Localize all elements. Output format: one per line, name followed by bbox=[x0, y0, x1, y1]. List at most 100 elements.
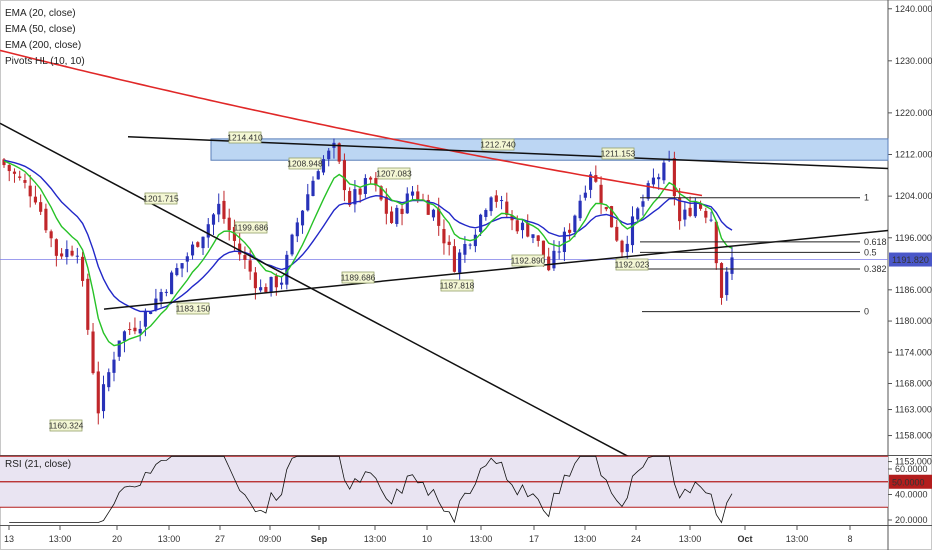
pivot-label: 1192.890 bbox=[511, 254, 546, 267]
legend-ema50[interactable]: EMA (50, close) bbox=[5, 24, 76, 35]
candle-body bbox=[342, 160, 347, 191]
price-tick-label: 1196.000 bbox=[895, 233, 932, 243]
candle-body bbox=[259, 287, 263, 291]
pivot-box bbox=[176, 302, 210, 315]
pivot-box bbox=[440, 279, 474, 292]
candle-body bbox=[96, 371, 100, 414]
time-tick-label: 13:00 bbox=[679, 534, 702, 544]
candle-body bbox=[552, 250, 556, 269]
pivot-label: 1212.740 bbox=[480, 138, 516, 151]
candle-body bbox=[327, 150, 331, 160]
pivot-label: 1208.948 bbox=[287, 157, 323, 170]
candle-body bbox=[211, 214, 216, 225]
candle-body bbox=[499, 200, 504, 202]
price-badge-box bbox=[889, 252, 932, 267]
candle-body bbox=[149, 311, 153, 314]
price-tick-label: 1158.000 bbox=[895, 431, 932, 441]
candle-body bbox=[238, 243, 242, 255]
candle-body bbox=[520, 222, 525, 231]
candle-body bbox=[484, 210, 488, 217]
indicator-legend: EMA (20, close) EMA (50, close) EMA (200… bbox=[5, 6, 85, 70]
pivot-label: 1207.083 bbox=[376, 167, 412, 180]
time-tick-label: 27 bbox=[215, 534, 225, 544]
rsi-tick-label: 60.0000 bbox=[895, 464, 928, 474]
pivot-value: 1192.023 bbox=[615, 260, 650, 270]
candle-body bbox=[536, 235, 540, 241]
candle-body bbox=[133, 327, 137, 332]
candle-body bbox=[33, 196, 37, 203]
candle-body bbox=[662, 162, 666, 181]
pivot-value: 1192.890 bbox=[511, 256, 546, 266]
candle-body bbox=[473, 234, 477, 247]
pivot-value: 1201.715 bbox=[143, 194, 179, 204]
candle-body bbox=[280, 282, 284, 285]
resistance-zone bbox=[210, 138, 889, 161]
candle-body bbox=[91, 331, 95, 374]
pivot-label: 1192.023 bbox=[615, 258, 650, 271]
pivot-value: 1207.083 bbox=[376, 169, 412, 179]
candle-body bbox=[300, 210, 305, 226]
legend-ema200[interactable]: EMA (200, close) bbox=[5, 40, 82, 51]
pivot-value: 1187.818 bbox=[440, 281, 475, 291]
candle-body bbox=[138, 328, 142, 334]
candle-body bbox=[80, 256, 85, 281]
candle-body bbox=[363, 178, 367, 194]
candle-body bbox=[704, 210, 708, 218]
candle-body bbox=[206, 224, 210, 238]
rsi-legend[interactable]: RSI (21, close) bbox=[5, 459, 72, 470]
pivot-value: 1183.150 bbox=[176, 304, 211, 314]
candle-body bbox=[101, 384, 106, 412]
candle-body bbox=[28, 185, 32, 197]
candle-body bbox=[620, 240, 624, 253]
pivot-box bbox=[288, 157, 322, 170]
pivot-label: 1199.686 bbox=[234, 221, 269, 234]
rsi-tick-label: 20.0000 bbox=[895, 515, 928, 525]
candle-body bbox=[75, 255, 79, 257]
pivot-value: 1211.153 bbox=[601, 149, 636, 159]
candle-body bbox=[646, 183, 650, 199]
candle-body bbox=[583, 192, 587, 198]
pivot-label: 1189.686 bbox=[341, 271, 376, 284]
legend-pivots[interactable]: Pivots HL (10, 10) bbox=[5, 56, 85, 67]
candle-body bbox=[410, 191, 415, 196]
pivot-value: 1199.686 bbox=[234, 223, 269, 233]
time-tick-label: 10 bbox=[422, 534, 432, 544]
price-tick-label: 1163.000 bbox=[895, 405, 932, 415]
pivot-box bbox=[481, 138, 515, 151]
candle-body bbox=[442, 228, 446, 244]
candle-body bbox=[348, 191, 352, 206]
candle-body bbox=[306, 194, 310, 211]
pivot-value: 1189.686 bbox=[341, 273, 376, 283]
time-tick-label: 13:00 bbox=[786, 534, 809, 544]
pivot-label: 1211.153 bbox=[601, 147, 636, 160]
support-trendline bbox=[103, 229, 889, 310]
candle-body bbox=[531, 234, 535, 238]
candle-body bbox=[526, 222, 530, 237]
candle-body bbox=[562, 231, 566, 253]
candle-body bbox=[725, 271, 729, 296]
fib-label: 0.618 bbox=[864, 237, 887, 247]
candle-body bbox=[578, 200, 582, 219]
candle-body bbox=[395, 207, 399, 224]
legend-ema20[interactable]: EMA (20, close) bbox=[5, 8, 76, 19]
candle-body bbox=[201, 236, 205, 249]
candle-body bbox=[248, 260, 252, 272]
price-tick-label: 1230.000 bbox=[895, 56, 932, 66]
candle-body bbox=[311, 180, 315, 196]
pivot-box bbox=[228, 131, 262, 144]
candle-body bbox=[374, 178, 378, 186]
time-tick-label: 20 bbox=[112, 534, 122, 544]
candle-body bbox=[7, 165, 11, 172]
candle-body bbox=[170, 272, 174, 295]
pivot-box bbox=[511, 254, 545, 267]
candle-body bbox=[405, 193, 409, 214]
fib-label: 0.5 bbox=[864, 247, 877, 257]
candle-body bbox=[222, 200, 226, 219]
time-tick-label: 8 bbox=[847, 534, 852, 544]
time-tick-label: Sep bbox=[311, 534, 328, 544]
pivot-box bbox=[234, 221, 268, 234]
candle-body bbox=[589, 174, 593, 190]
candle-body bbox=[400, 208, 404, 215]
